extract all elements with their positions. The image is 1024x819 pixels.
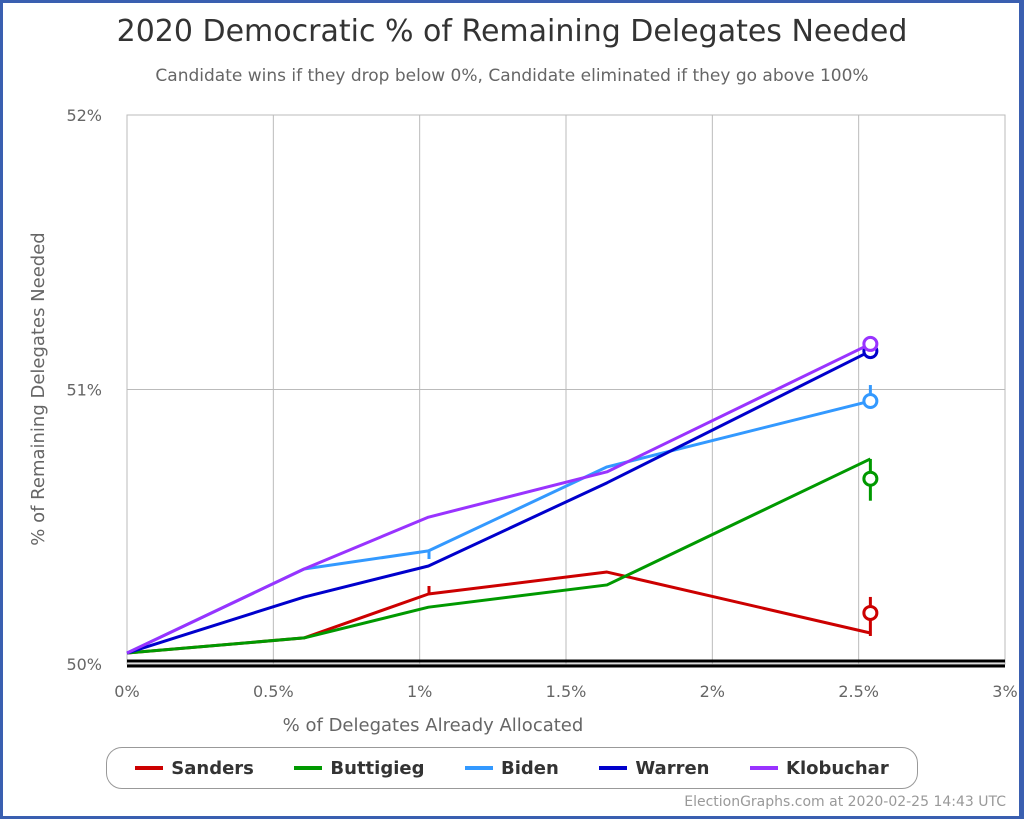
series-line-warren xyxy=(126,349,872,655)
legend-item-klobuchar[interactable]: Klobuchar xyxy=(750,758,889,779)
legend-label: Biden xyxy=(501,757,559,779)
x-tick-label: 0% xyxy=(114,682,139,701)
chart-title: 2020 Democratic % of Remaining Delegates… xyxy=(116,14,908,49)
series-line-klobuchar xyxy=(126,342,872,655)
y-axis-label: % of Remaining Delegates Needed xyxy=(28,232,49,545)
legend-item-buttigieg[interactable]: Buttigieg xyxy=(294,758,424,779)
series-marker-sanders xyxy=(862,604,879,621)
x-axis-label: % of Delegates Already Allocated xyxy=(283,715,584,736)
chart-subtitle: Candidate wins if they drop below 0%, Ca… xyxy=(155,66,869,86)
legend-swatch-icon xyxy=(599,766,628,770)
series-line-sanders xyxy=(126,570,871,655)
x-tick-label: 3% xyxy=(992,682,1017,701)
chart-frame xyxy=(3,3,1019,816)
x-tick-label: 2% xyxy=(700,682,725,701)
legend-swatch-icon xyxy=(750,766,778,770)
legend-item-biden[interactable]: Biden xyxy=(465,758,559,779)
y-tick-label: 52% xyxy=(66,106,102,125)
legend-label: Klobuchar xyxy=(786,757,889,779)
series-line-biden xyxy=(126,399,871,655)
y-tick-label: 51% xyxy=(66,381,102,400)
legend-item-sanders[interactable]: Sanders xyxy=(135,758,254,779)
y-tick-label: 50% xyxy=(66,655,102,674)
legend-item-warren[interactable]: Warren xyxy=(599,758,709,779)
legend-swatch-icon xyxy=(294,766,323,770)
credit-text: ElectionGraphs.com at 2020-02-25 14:43 U… xyxy=(684,794,1006,810)
series-line-buttigieg xyxy=(126,457,872,655)
x-tick-label: 2.5% xyxy=(838,682,879,701)
x-tick-label: 0.5% xyxy=(253,682,294,701)
legend-label: Buttigieg xyxy=(330,757,425,779)
series-marker-klobuchar xyxy=(862,335,879,352)
series-marker-biden xyxy=(862,393,879,410)
series-marker-buttigieg xyxy=(862,470,879,487)
legend-label: Sanders xyxy=(171,757,254,779)
x-tick-label: 1.5% xyxy=(546,682,587,701)
legend: Sanders Buttigieg Biden Warren Klobuchar xyxy=(106,747,918,789)
legend-label: Warren xyxy=(635,757,710,779)
x-tick-label: 1% xyxy=(407,682,432,701)
legend-swatch-icon xyxy=(135,766,164,770)
legend-swatch-icon xyxy=(465,766,493,770)
